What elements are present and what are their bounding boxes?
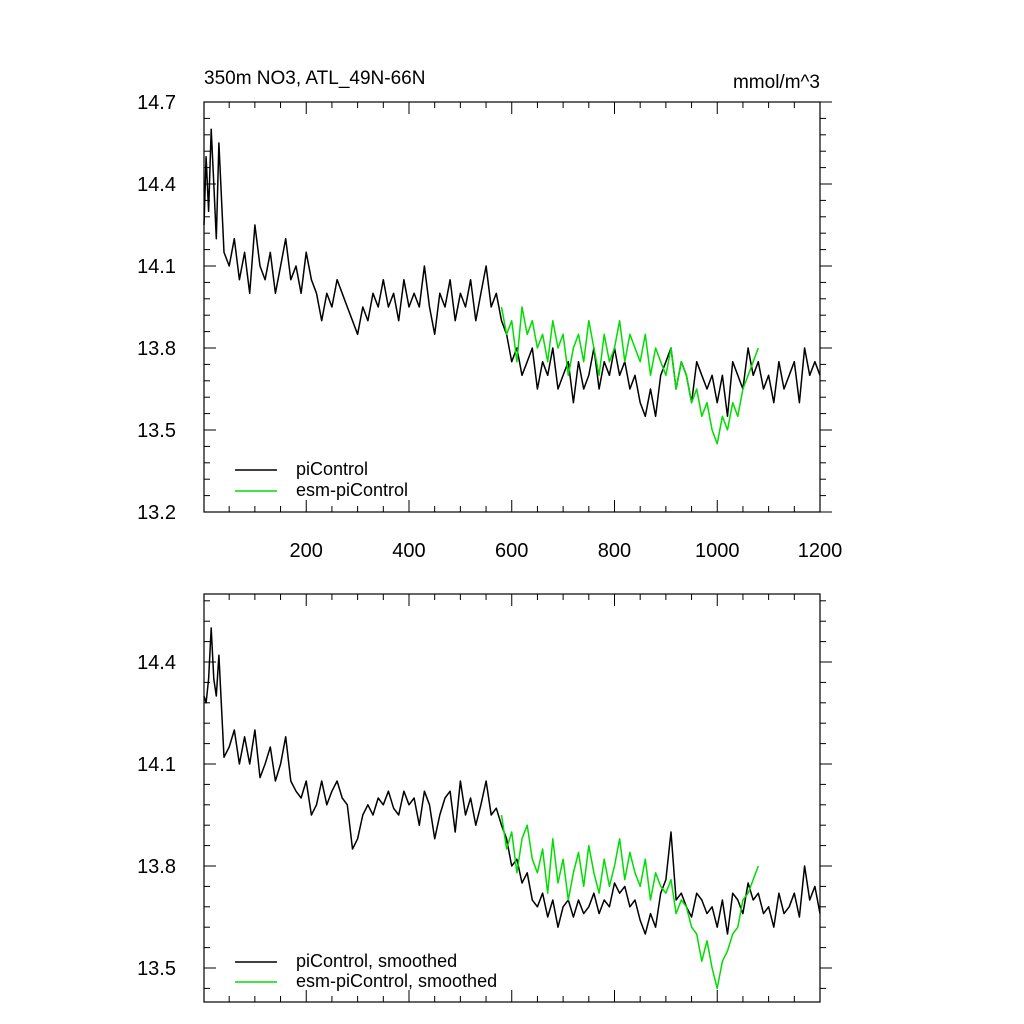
legend-label-esm-picontrol: esm-piControl bbox=[296, 480, 408, 500]
bottom-legend: piControl, smoothed esm-piControl, smoot… bbox=[235, 951, 497, 991]
top-series-line-picontrol bbox=[203, 128, 821, 418]
top-plot-frame bbox=[203, 101, 821, 513]
bottom-ytick-label: 13.8 bbox=[137, 856, 176, 878]
bottom-panel: 13.5 13.8 14.1 14.4 piControl, smoothed esm… bbox=[137, 593, 832, 1003]
bottom-ytick-label: 14.4 bbox=[137, 652, 176, 674]
top-xtick-label: 200 bbox=[290, 540, 323, 562]
top-ytick-label: 13.8 bbox=[137, 338, 176, 360]
top-xtick-label: 800 bbox=[598, 540, 631, 562]
bottom-plot-frame bbox=[203, 593, 821, 1003]
top-xtick-label: 1200 bbox=[798, 540, 843, 562]
legend-label-picontrol-smoothed: piControl, smoothed bbox=[296, 951, 457, 971]
top-panel: 350m NO3, ATL_49N-66N mmol/m^3 13.213.51… bbox=[137, 68, 842, 562]
legend-label-picontrol: piControl bbox=[296, 459, 368, 479]
top-ytick-label: 13.5 bbox=[137, 420, 176, 442]
bottom-axis-ticks: 13.5 13.8 14.1 14.4 bbox=[137, 594, 832, 1002]
top-chart-units: mmol/m^3 bbox=[733, 72, 820, 93]
bottom-series-line-picontrol bbox=[203, 627, 821, 935]
top-xtick-label: 1000 bbox=[695, 540, 740, 562]
top-series-lines bbox=[203, 128, 821, 445]
top-xtick-label: 400 bbox=[392, 540, 425, 562]
bottom-ytick-label: 13.5 bbox=[137, 958, 176, 980]
top-ytick-label: 14.7 bbox=[137, 92, 176, 114]
top-legend: piControl esm-piControl bbox=[235, 459, 408, 500]
top-xtick-label: 600 bbox=[495, 540, 528, 562]
top-ytick-label: 14.1 bbox=[137, 256, 176, 278]
top-axis-ticks: 13.2 13.5 13.8 14.1 14.4 14.7 200 400 600 800 1000… bbox=[137, 92, 842, 562]
top-ytick-label: 13.2 bbox=[137, 502, 176, 524]
top-ytick-label: 14.4 bbox=[137, 174, 176, 196]
top-chart-title: 350m NO3, ATL_49N-66N bbox=[204, 68, 425, 89]
top-series-line-esm-picontrol bbox=[500, 306, 760, 445]
legend-label-esm-picontrol-smoothed: esm-piControl, smoothed bbox=[296, 971, 497, 991]
bottom-ytick-label: 14.1 bbox=[137, 754, 176, 776]
bottom-series-lines bbox=[203, 627, 821, 990]
bottom-series-line-esm-picontrol bbox=[500, 814, 760, 990]
